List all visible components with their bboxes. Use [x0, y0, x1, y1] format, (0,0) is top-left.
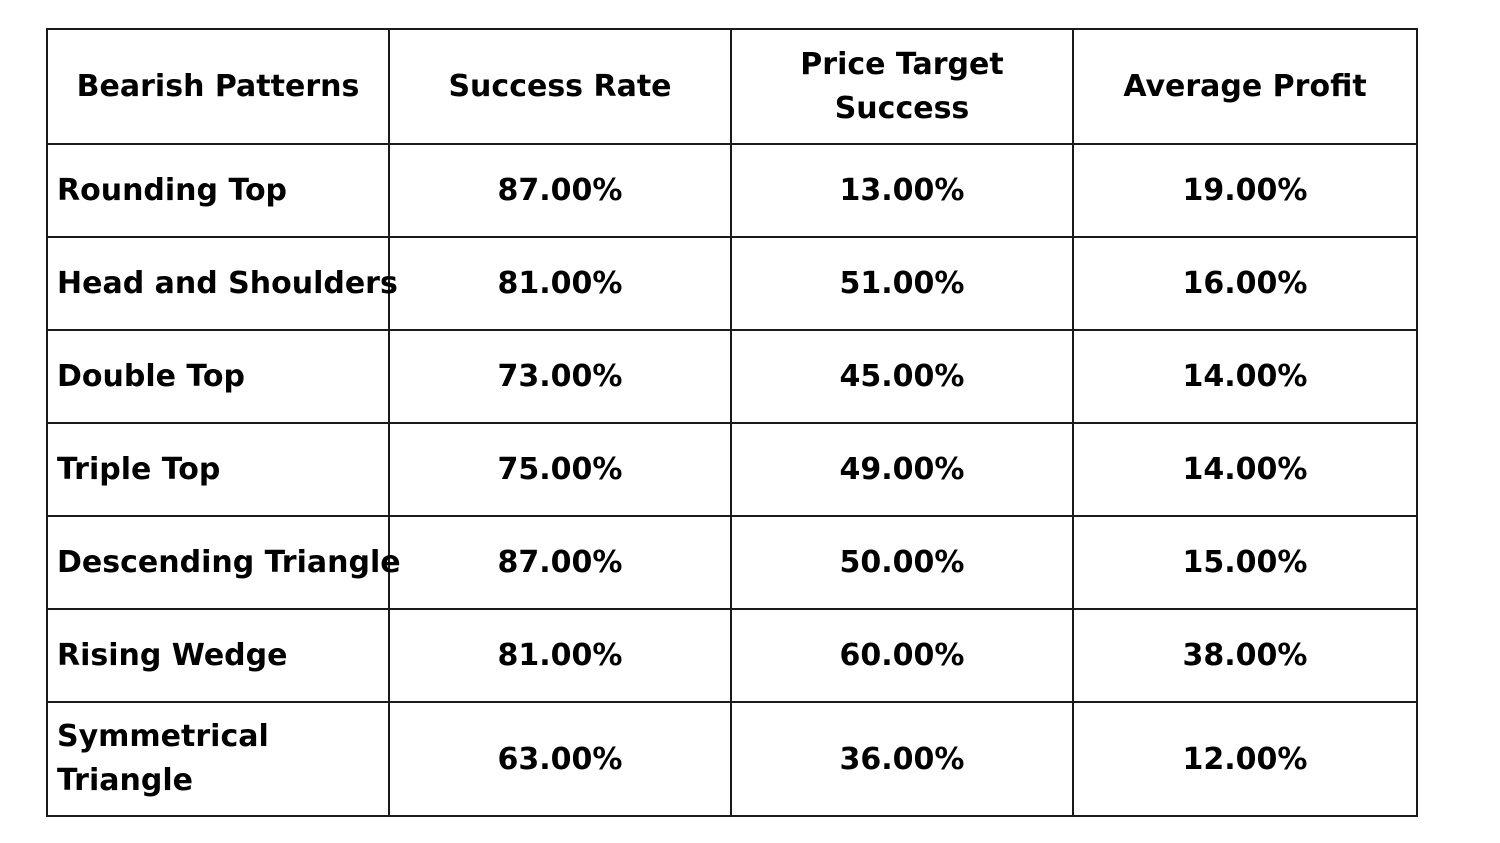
pattern-name: Triple Top — [46, 422, 390, 517]
success-rate-cell: 75.00% — [388, 422, 732, 517]
price-target-success-cell: 13.00% — [730, 143, 1074, 238]
average-profit-cell: 19.00% — [1072, 143, 1418, 238]
success-rate-cell: 81.00% — [388, 236, 732, 331]
success-rate-cell: 73.00% — [388, 329, 732, 424]
average-profit-cell: 12.00% — [1072, 701, 1418, 817]
pattern-name: Rising Wedge — [46, 608, 390, 703]
success-rate-cell: 87.00% — [388, 515, 732, 610]
pattern-name: Rounding Top — [46, 143, 390, 238]
header-price-target-success-label: Price Target Success — [800, 46, 1004, 126]
bearish-patterns-table: Bearish Patterns Success Rate Price Targ… — [46, 28, 1418, 817]
table-row: Rising Wedge 81.00% 60.00% 38.00% — [46, 608, 1418, 703]
table-header-row: Bearish Patterns Success Rate Price Targ… — [46, 28, 1418, 145]
table-row: Descending Triangle 87.00% 50.00% 15.00% — [46, 515, 1418, 610]
price-target-success-cell: 60.00% — [730, 608, 1074, 703]
table-row: Triple Top 75.00% 49.00% 14.00% — [46, 422, 1418, 517]
price-target-success-cell: 51.00% — [730, 236, 1074, 331]
header-price-target-success: Price Target Success — [730, 28, 1074, 145]
table-row: Symmetrical Triangle 63.00% 36.00% 12.00… — [46, 701, 1418, 817]
price-target-success-cell: 45.00% — [730, 329, 1074, 424]
pattern-name: Symmetrical Triangle — [57, 719, 269, 798]
header-bearish-patterns: Bearish Patterns — [46, 28, 390, 145]
pattern-name: Double Top — [46, 329, 390, 424]
pattern-name-cell: Symmetrical Triangle — [46, 701, 390, 817]
pattern-name: Descending Triangle — [46, 515, 401, 610]
average-profit-cell: 38.00% — [1072, 608, 1418, 703]
price-target-success-cell: 49.00% — [730, 422, 1074, 517]
success-rate-cell: 87.00% — [388, 143, 732, 238]
price-target-success-cell: 50.00% — [730, 515, 1074, 610]
table-row: Rounding Top 87.00% 13.00% 19.00% — [46, 143, 1418, 238]
price-target-success-cell: 36.00% — [730, 701, 1074, 817]
table-row: Double Top 73.00% 45.00% 14.00% — [46, 329, 1418, 424]
table-row: Head and Shoulders 81.00% 51.00% 16.00% — [46, 236, 1418, 331]
success-rate-cell: 81.00% — [388, 608, 732, 703]
success-rate-cell: 63.00% — [388, 701, 732, 817]
average-profit-cell: 14.00% — [1072, 422, 1418, 517]
pattern-name: Head and Shoulders — [46, 236, 398, 331]
header-success-rate: Success Rate — [388, 28, 732, 145]
average-profit-cell: 14.00% — [1072, 329, 1418, 424]
average-profit-cell: 15.00% — [1072, 515, 1418, 610]
header-average-profit: Average Profit — [1072, 28, 1418, 145]
average-profit-cell: 16.00% — [1072, 236, 1418, 331]
